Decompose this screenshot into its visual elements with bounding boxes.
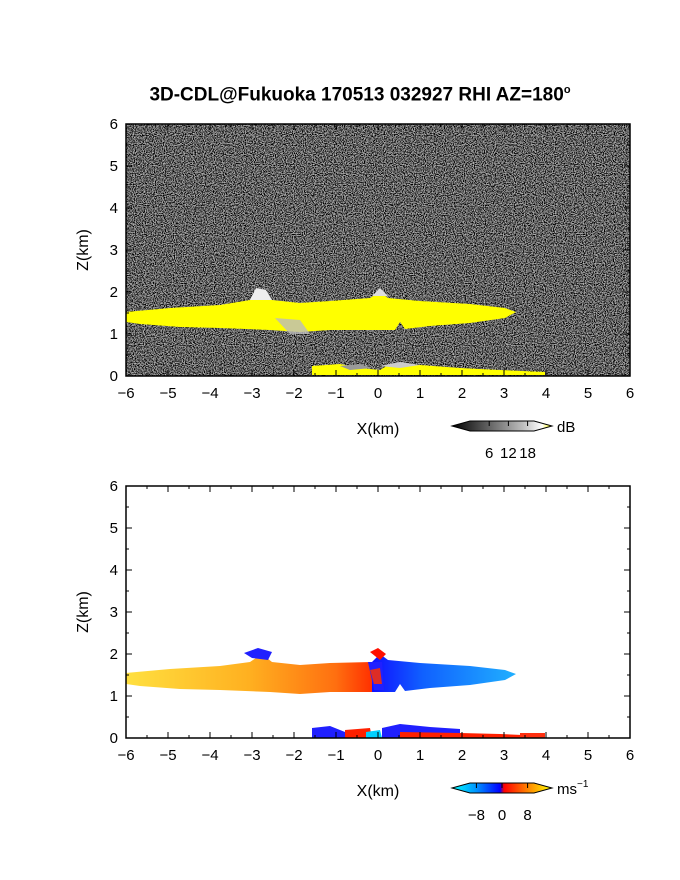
velocity-colorbar-ticks: −8 0 8 (468, 783, 532, 824)
velocity-ylabel: Z(km) (75, 591, 92, 633)
x-tick-label: −3 (243, 747, 260, 764)
y-tick-label: 3 (110, 604, 118, 621)
x-tick-label: 1 (416, 385, 424, 402)
y-tick-label: 0 (110, 368, 118, 385)
snr-noise (126, 124, 630, 376)
colorbar-tick-label: 0 (498, 807, 506, 824)
y-tick-label: 5 (110, 520, 118, 537)
y-tick-label: 6 (110, 116, 118, 133)
snr-xlabel: X(km) (357, 421, 400, 438)
velocity-cloud-layer (126, 648, 516, 694)
y-tick-label: 4 (110, 562, 118, 579)
x-tick-label: 3 (500, 747, 508, 764)
colorbar-tick-label: 18 (519, 445, 536, 462)
colorbar-tick-label: 8 (523, 807, 531, 824)
y-tick-label: 1 (110, 688, 118, 705)
snr-lower-layer (312, 362, 545, 375)
x-tick-label: 6 (626, 747, 634, 764)
velocity-colorbar-unit: ms−1 (557, 779, 589, 798)
x-tick-label: 2 (458, 747, 466, 764)
y-tick-label: 1 (110, 326, 118, 343)
x-tick-label: −5 (159, 747, 176, 764)
velocity-panel: −6 −5 −4 −3 −2 −1 0 1 2 3 4 5 6 0 1 2 3 4 5 6 Z(km) X(km) m… (75, 478, 634, 824)
x-tick-label: 5 (584, 385, 592, 402)
x-tick-label: 0 (374, 747, 382, 764)
x-tick-label: −4 (201, 385, 218, 402)
x-tick-label: 6 (626, 385, 634, 402)
y-tick-label: 5 (110, 158, 118, 175)
x-tick-label: 4 (542, 385, 550, 402)
velocity-axes: −6 −5 −4 −3 −2 −1 0 1 2 3 4 5 6 0 1 2 3 4 5 6 (110, 478, 635, 764)
x-tick-label: −1 (327, 385, 344, 402)
x-tick-label: 1 (416, 747, 424, 764)
x-tick-label: −1 (327, 747, 344, 764)
x-tick-label: 5 (584, 747, 592, 764)
x-tick-label: 4 (542, 747, 550, 764)
colorbar-tick-label: −8 (468, 807, 485, 824)
y-tick-label: 0 (110, 730, 118, 747)
x-tick-label: −6 (117, 385, 134, 402)
y-tick-label: 4 (110, 200, 118, 217)
y-tick-label: 6 (110, 478, 118, 495)
x-tick-label: 0 (374, 385, 382, 402)
snr-colorbar-ticks: 6 12 18 (485, 421, 536, 462)
x-tick-label: −5 (159, 385, 176, 402)
y-tick-label: 2 (110, 646, 118, 663)
velocity-background (126, 486, 630, 738)
x-tick-label: 2 (458, 385, 466, 402)
snr-colorbar-unit: dB (557, 419, 575, 436)
snr-axes: −6 −5 −4 −3 −2 −1 0 1 2 3 4 5 6 0 1 2 3 4 5 6 (110, 116, 635, 402)
x-tick-label: −6 (117, 747, 134, 764)
y-tick-label: 2 (110, 284, 118, 301)
x-tick-label: −2 (285, 385, 302, 402)
x-tick-label: −3 (243, 385, 260, 402)
velocity-lower-layer (312, 724, 545, 738)
velocity-xlabel: X(km) (357, 783, 400, 800)
snr-cloud-layer (126, 288, 516, 334)
x-tick-label: 3 (500, 385, 508, 402)
chart-title: 3D-CDL@Fukuoka 170513 032927 RHI AZ=180o (149, 84, 571, 106)
snr-ylabel: Z(km) (75, 229, 92, 271)
x-tick-label: −2 (285, 747, 302, 764)
snr-colorbar: dB 6 12 18 (450, 419, 575, 462)
colorbar-tick-label: 12 (500, 445, 517, 462)
velocity-colorbar: ms−1 −8 0 8 (450, 779, 589, 824)
y-tick-label: 3 (110, 242, 118, 259)
colorbar-tick-label: 6 (485, 445, 493, 462)
x-tick-label: −4 (201, 747, 218, 764)
